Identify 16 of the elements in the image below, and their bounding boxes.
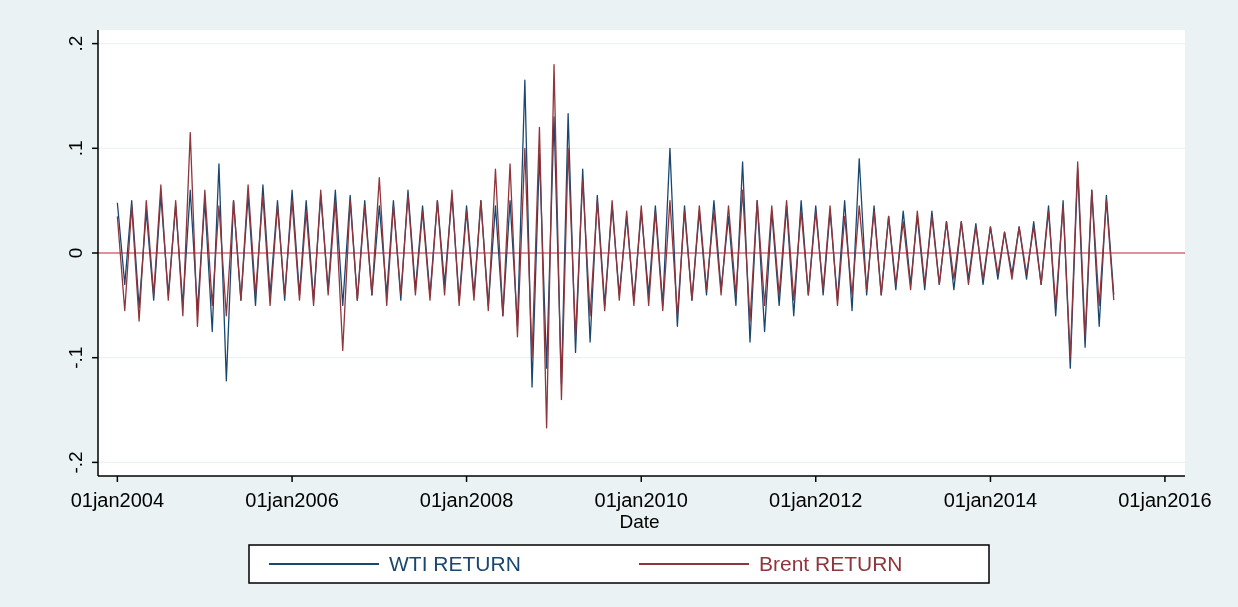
y-tick-label: 0 xyxy=(65,247,86,259)
text: WTI RETURN xyxy=(389,552,521,575)
text: Brent RETURN xyxy=(759,552,903,575)
x-axis-title: Date xyxy=(619,511,660,532)
x-tick-label: 01jan2006 xyxy=(245,489,339,511)
x-tick-label: 01jan2012 xyxy=(769,489,863,511)
y-tick-label: -.2 xyxy=(65,451,86,474)
x-tick-label: 01jan2010 xyxy=(594,489,688,511)
y-tick-label: .2 xyxy=(65,35,86,52)
x-tick-label: 01jan2004 xyxy=(70,489,165,511)
x-tick-label: 01jan2008 xyxy=(419,489,514,511)
y-tick-label: .1 xyxy=(65,140,86,157)
line-series xyxy=(116,63,1115,429)
x-tick-label: 01jan2014 xyxy=(943,489,1038,511)
y-tick-label: -.1 xyxy=(65,346,86,369)
x-tick-label: 01jan2016 xyxy=(1118,489,1212,511)
